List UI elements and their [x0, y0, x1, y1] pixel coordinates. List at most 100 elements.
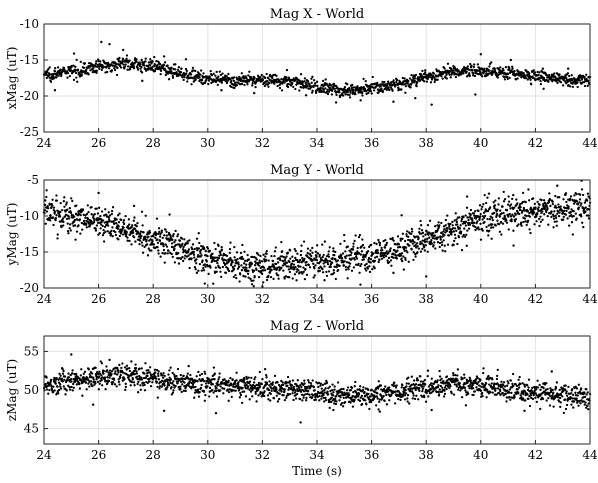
data-point	[421, 69, 424, 73]
data-point	[432, 244, 435, 247]
data-point	[51, 216, 55, 219]
data-point	[490, 223, 494, 226]
data-point	[222, 392, 225, 395]
data-point	[314, 91, 318, 95]
y-tick-label: -10	[20, 17, 39, 31]
data-point	[202, 390, 206, 393]
data-point	[428, 236, 431, 239]
data-point	[118, 383, 121, 386]
data-point	[389, 86, 393, 89]
data-point	[245, 377, 249, 380]
data-point	[140, 376, 143, 379]
data-point	[441, 235, 444, 238]
data-point	[283, 258, 287, 262]
data-point	[193, 396, 196, 399]
data-point	[251, 383, 255, 387]
data-point	[283, 277, 286, 280]
data-point	[538, 217, 541, 221]
data-point	[290, 262, 294, 265]
data-point	[312, 262, 315, 265]
data-point	[453, 73, 456, 76]
data-point	[189, 73, 193, 76]
x-tick-label: 32	[255, 136, 270, 150]
data-point	[177, 257, 180, 260]
data-point	[216, 83, 219, 87]
data-point	[357, 393, 361, 396]
data-point	[143, 383, 146, 387]
data-point	[266, 394, 270, 397]
data-point	[404, 256, 407, 260]
data-point	[509, 203, 513, 206]
data-point	[280, 89, 284, 92]
data-point	[215, 270, 218, 273]
data-point	[348, 93, 351, 96]
data-point	[220, 81, 223, 84]
data-point	[519, 206, 522, 209]
data-point	[66, 229, 70, 233]
data-point	[252, 79, 255, 82]
data-point	[74, 71, 78, 75]
data-point	[407, 235, 410, 238]
data-point	[499, 220, 503, 224]
data-point	[319, 384, 322, 387]
data-point	[479, 212, 482, 216]
data-point	[556, 184, 559, 187]
scatter-points	[42, 40, 592, 106]
data-point	[242, 390, 246, 393]
data-point	[191, 243, 195, 246]
data-point	[505, 209, 509, 212]
data-point	[250, 376, 253, 380]
data-point	[320, 397, 323, 400]
data-point	[382, 387, 386, 391]
data-point	[311, 89, 314, 92]
data-point	[472, 72, 475, 75]
data-point	[173, 261, 177, 264]
data-point	[228, 251, 231, 255]
data-point	[406, 82, 409, 85]
data-point	[359, 99, 362, 102]
data-point	[237, 261, 240, 264]
data-point	[253, 76, 256, 80]
data-point	[192, 77, 195, 80]
data-point	[59, 385, 62, 388]
data-point	[448, 386, 451, 390]
data-point	[286, 251, 290, 254]
data-point	[63, 378, 66, 382]
data-point	[290, 384, 294, 387]
x-tick-label: 42	[528, 292, 543, 306]
data-point	[344, 250, 347, 253]
data-point	[164, 243, 167, 246]
data-point	[496, 219, 499, 222]
data-point	[571, 85, 575, 89]
data-point	[183, 238, 186, 241]
data-point	[336, 268, 340, 272]
data-point	[88, 373, 91, 376]
data-point	[232, 267, 236, 271]
data-point	[351, 257, 354, 260]
data-point	[148, 366, 152, 369]
data-point	[276, 84, 279, 88]
data-point	[332, 269, 335, 272]
data-point	[45, 71, 49, 74]
data-point	[74, 65, 77, 68]
data-point	[406, 238, 410, 242]
data-point	[356, 388, 359, 391]
data-point	[465, 233, 468, 236]
data-point	[268, 384, 271, 387]
data-point	[587, 195, 590, 198]
data-point	[581, 221, 584, 224]
data-point	[210, 74, 214, 77]
data-point	[410, 232, 413, 236]
data-point	[235, 251, 239, 254]
data-point	[292, 398, 295, 402]
data-point	[118, 230, 121, 233]
x-tick-label: 30	[200, 136, 215, 150]
data-point	[428, 219, 432, 222]
data-point	[186, 240, 189, 243]
data-point	[388, 386, 391, 389]
data-point	[562, 215, 565, 219]
data-point	[262, 281, 265, 284]
data-point	[344, 256, 347, 260]
data-point	[274, 246, 277, 249]
data-point	[304, 264, 308, 267]
